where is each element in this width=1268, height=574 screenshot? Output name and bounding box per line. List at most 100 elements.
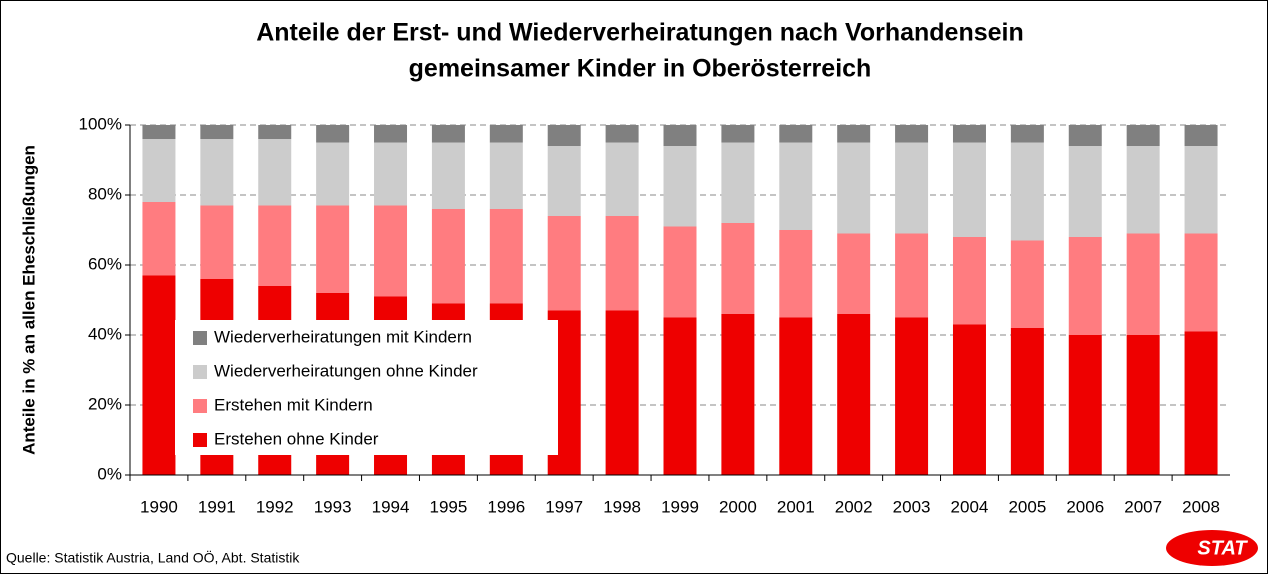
bar-segment [663,226,697,318]
bar-segment [1068,237,1102,335]
bar-segment [1068,146,1102,237]
bar-segment [200,139,234,206]
bar-segment [779,317,813,475]
x-tick-label: 2007 [1124,497,1162,516]
bar-segment [1068,125,1102,146]
bar-segment [895,142,929,234]
chart-title: gemeinsamer Kinder in Oberösterreich [409,55,872,83]
legend-label: Wiederverheiratungen ohne Kinder [214,361,478,380]
bar-segment [489,209,523,304]
bar-segment [1010,240,1044,328]
bar-segment [1184,233,1218,332]
bar-segment [547,146,581,216]
bar-segment [1126,125,1160,146]
bar-segment [837,233,871,314]
bar-segment [895,233,929,318]
bar-segment [952,125,986,143]
bar-segment [316,125,350,143]
bar-segment [374,142,408,206]
y-tick-label: 40% [88,324,122,343]
bar-segment [605,310,639,475]
x-tick-label: 1996 [487,497,525,516]
legend-swatch [193,433,207,447]
bar-segment [1010,125,1044,143]
bar-segment [1184,146,1218,234]
bar-segment [663,317,697,475]
x-tick-label: 1997 [545,497,583,516]
legend-swatch [193,365,207,379]
bar-segment [721,223,755,314]
y-tick-label: 80% [88,184,122,203]
bar-segment [489,142,523,209]
x-tick-label: 1992 [256,497,294,516]
x-tick-label: 1993 [314,497,352,516]
bar-segment [779,125,813,143]
logo-text: STAT [1197,537,1248,559]
bar-segment [721,125,755,143]
bar-segment [663,146,697,227]
x-tick-label: 1994 [372,497,410,516]
bar-segment [952,324,986,475]
bar-segment [431,209,465,304]
bar-segment [721,142,755,223]
bar-segment [895,125,929,143]
bar-segment [895,317,929,475]
bar-segment [837,125,871,143]
x-tick-label: 2001 [777,497,815,516]
x-tick-label: 1999 [661,497,699,516]
x-tick-label: 2003 [893,497,931,516]
y-tick-label: 60% [88,254,122,273]
legend [175,320,558,455]
x-tick-label: 1991 [198,497,236,516]
bar-segment [1184,125,1218,146]
x-tick-label: 2004 [951,497,989,516]
bar-segment [200,125,234,139]
bar-segment [316,205,350,293]
x-tick-label: 2006 [1066,497,1104,516]
legend-label: Erstehen ohne Kinder [214,429,379,448]
bar-segment [837,314,871,475]
bar-segment [1126,233,1160,335]
bar-segment [258,139,292,206]
y-tick-label: 20% [88,394,122,413]
bar-segment [1068,335,1102,475]
legend-swatch [193,331,207,345]
bar-segment [605,142,639,216]
chart-title: Anteile der Erst- und Wiederverheiratung… [256,19,1024,47]
logo: STAT [1166,530,1258,566]
bar-segment [663,125,697,146]
x-tick-label: 2002 [835,497,873,516]
x-tick-label: 2005 [1008,497,1046,516]
bar-segment [779,230,813,318]
bar-segment [374,125,408,143]
bar-segment [1184,331,1218,475]
bar-segment [1010,328,1044,475]
bar-segment [142,202,176,276]
y-axis-label: Anteile in % an allen Eheschließungen [19,145,38,455]
bar-segment [142,139,176,202]
x-tick-label: 2000 [719,497,757,516]
bar-segment [1010,142,1044,241]
bar-segment [142,275,176,475]
legend-label: Wiederverheiratungen mit Kindern [214,327,472,346]
bar-segment [316,142,350,206]
bar-segment [605,216,639,311]
legend-label: Erstehen mit Kindern [214,395,373,414]
bar-segment [952,237,986,325]
bar-segment [547,216,581,311]
bar-segment [258,205,292,286]
bar-segment [1126,335,1160,475]
x-tick-label: 2008 [1182,497,1220,516]
bar-segment [605,125,639,143]
bar-segment [431,125,465,143]
source: Quelle: Statistik Austria, Land OÖ, Abt.… [6,549,300,566]
legend-swatch [193,399,207,413]
bar-segment [142,125,176,139]
bar-segment [374,205,408,297]
bar-segment [200,205,234,279]
x-tick-label: 1995 [430,497,468,516]
bar-segment [721,314,755,475]
bar-segment [779,142,813,230]
